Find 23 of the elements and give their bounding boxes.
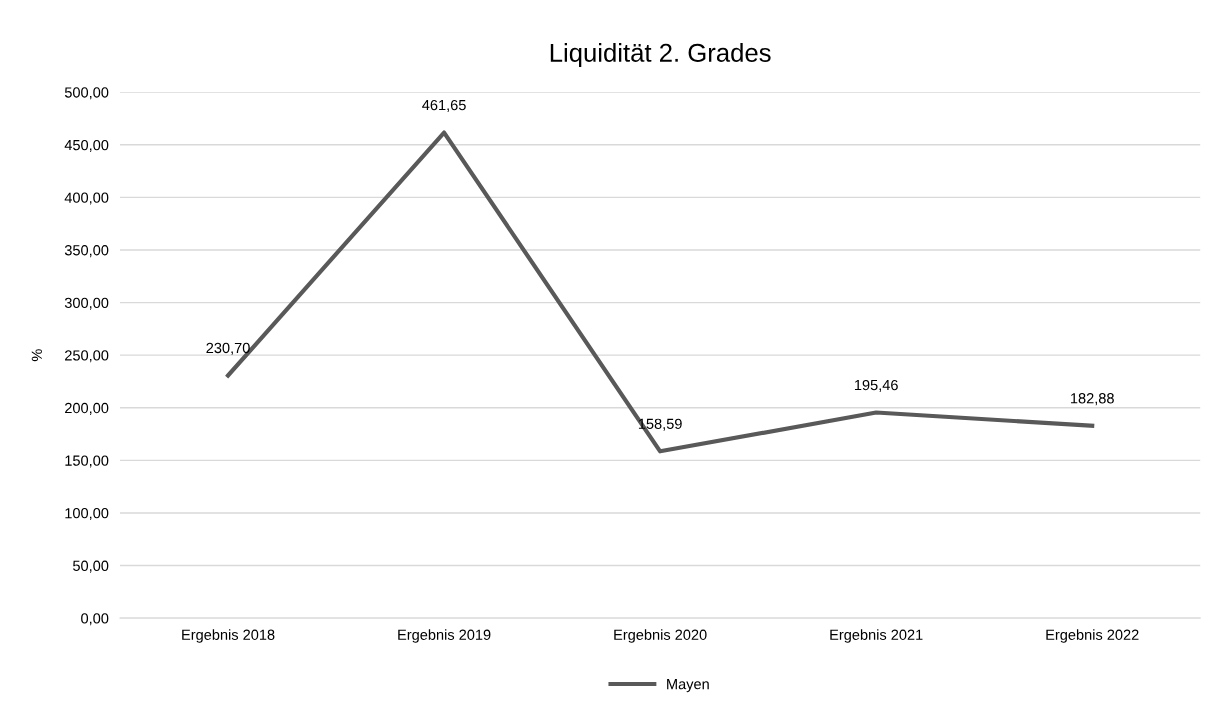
- legend-label: Mayen: [667, 679, 709, 693]
- data-label: 195,46: [854, 379, 898, 392]
- y-tick-label: 200,00: [65, 402, 109, 415]
- x-tick-label: Ergebnis 2021: [830, 629, 923, 643]
- y-tick-label: 300,00: [64, 297, 109, 310]
- y-tick-label: 250,00: [65, 350, 109, 363]
- y-axis-title: %: [31, 349, 42, 362]
- y-tick-label: 150,00: [65, 455, 109, 468]
- y-tick-label: 450,00: [64, 139, 109, 152]
- y-tick-label: 100,00: [65, 508, 109, 521]
- y-tick-label: 350,00: [64, 245, 109, 258]
- data-label: 230,70: [206, 342, 250, 355]
- y-tick-label: 50,00: [73, 560, 109, 573]
- y-tick-label: 400,00: [64, 192, 109, 205]
- data-label: 461,65: [422, 99, 466, 112]
- y-tick-label: 0,00: [81, 613, 109, 626]
- x-tick-label: Ergebnis 2022: [1046, 629, 1139, 643]
- y-tick-label: 500,00: [64, 87, 109, 100]
- data-label: 182,88: [1071, 393, 1114, 406]
- x-tick-label: Ergebnis 2018: [182, 629, 275, 643]
- x-tick-label: Ergebnis 2019: [398, 629, 491, 643]
- chart-title: Liquidität 2. Grades: [550, 43, 771, 67]
- x-tick-label: Ergebnis 2020: [614, 629, 707, 643]
